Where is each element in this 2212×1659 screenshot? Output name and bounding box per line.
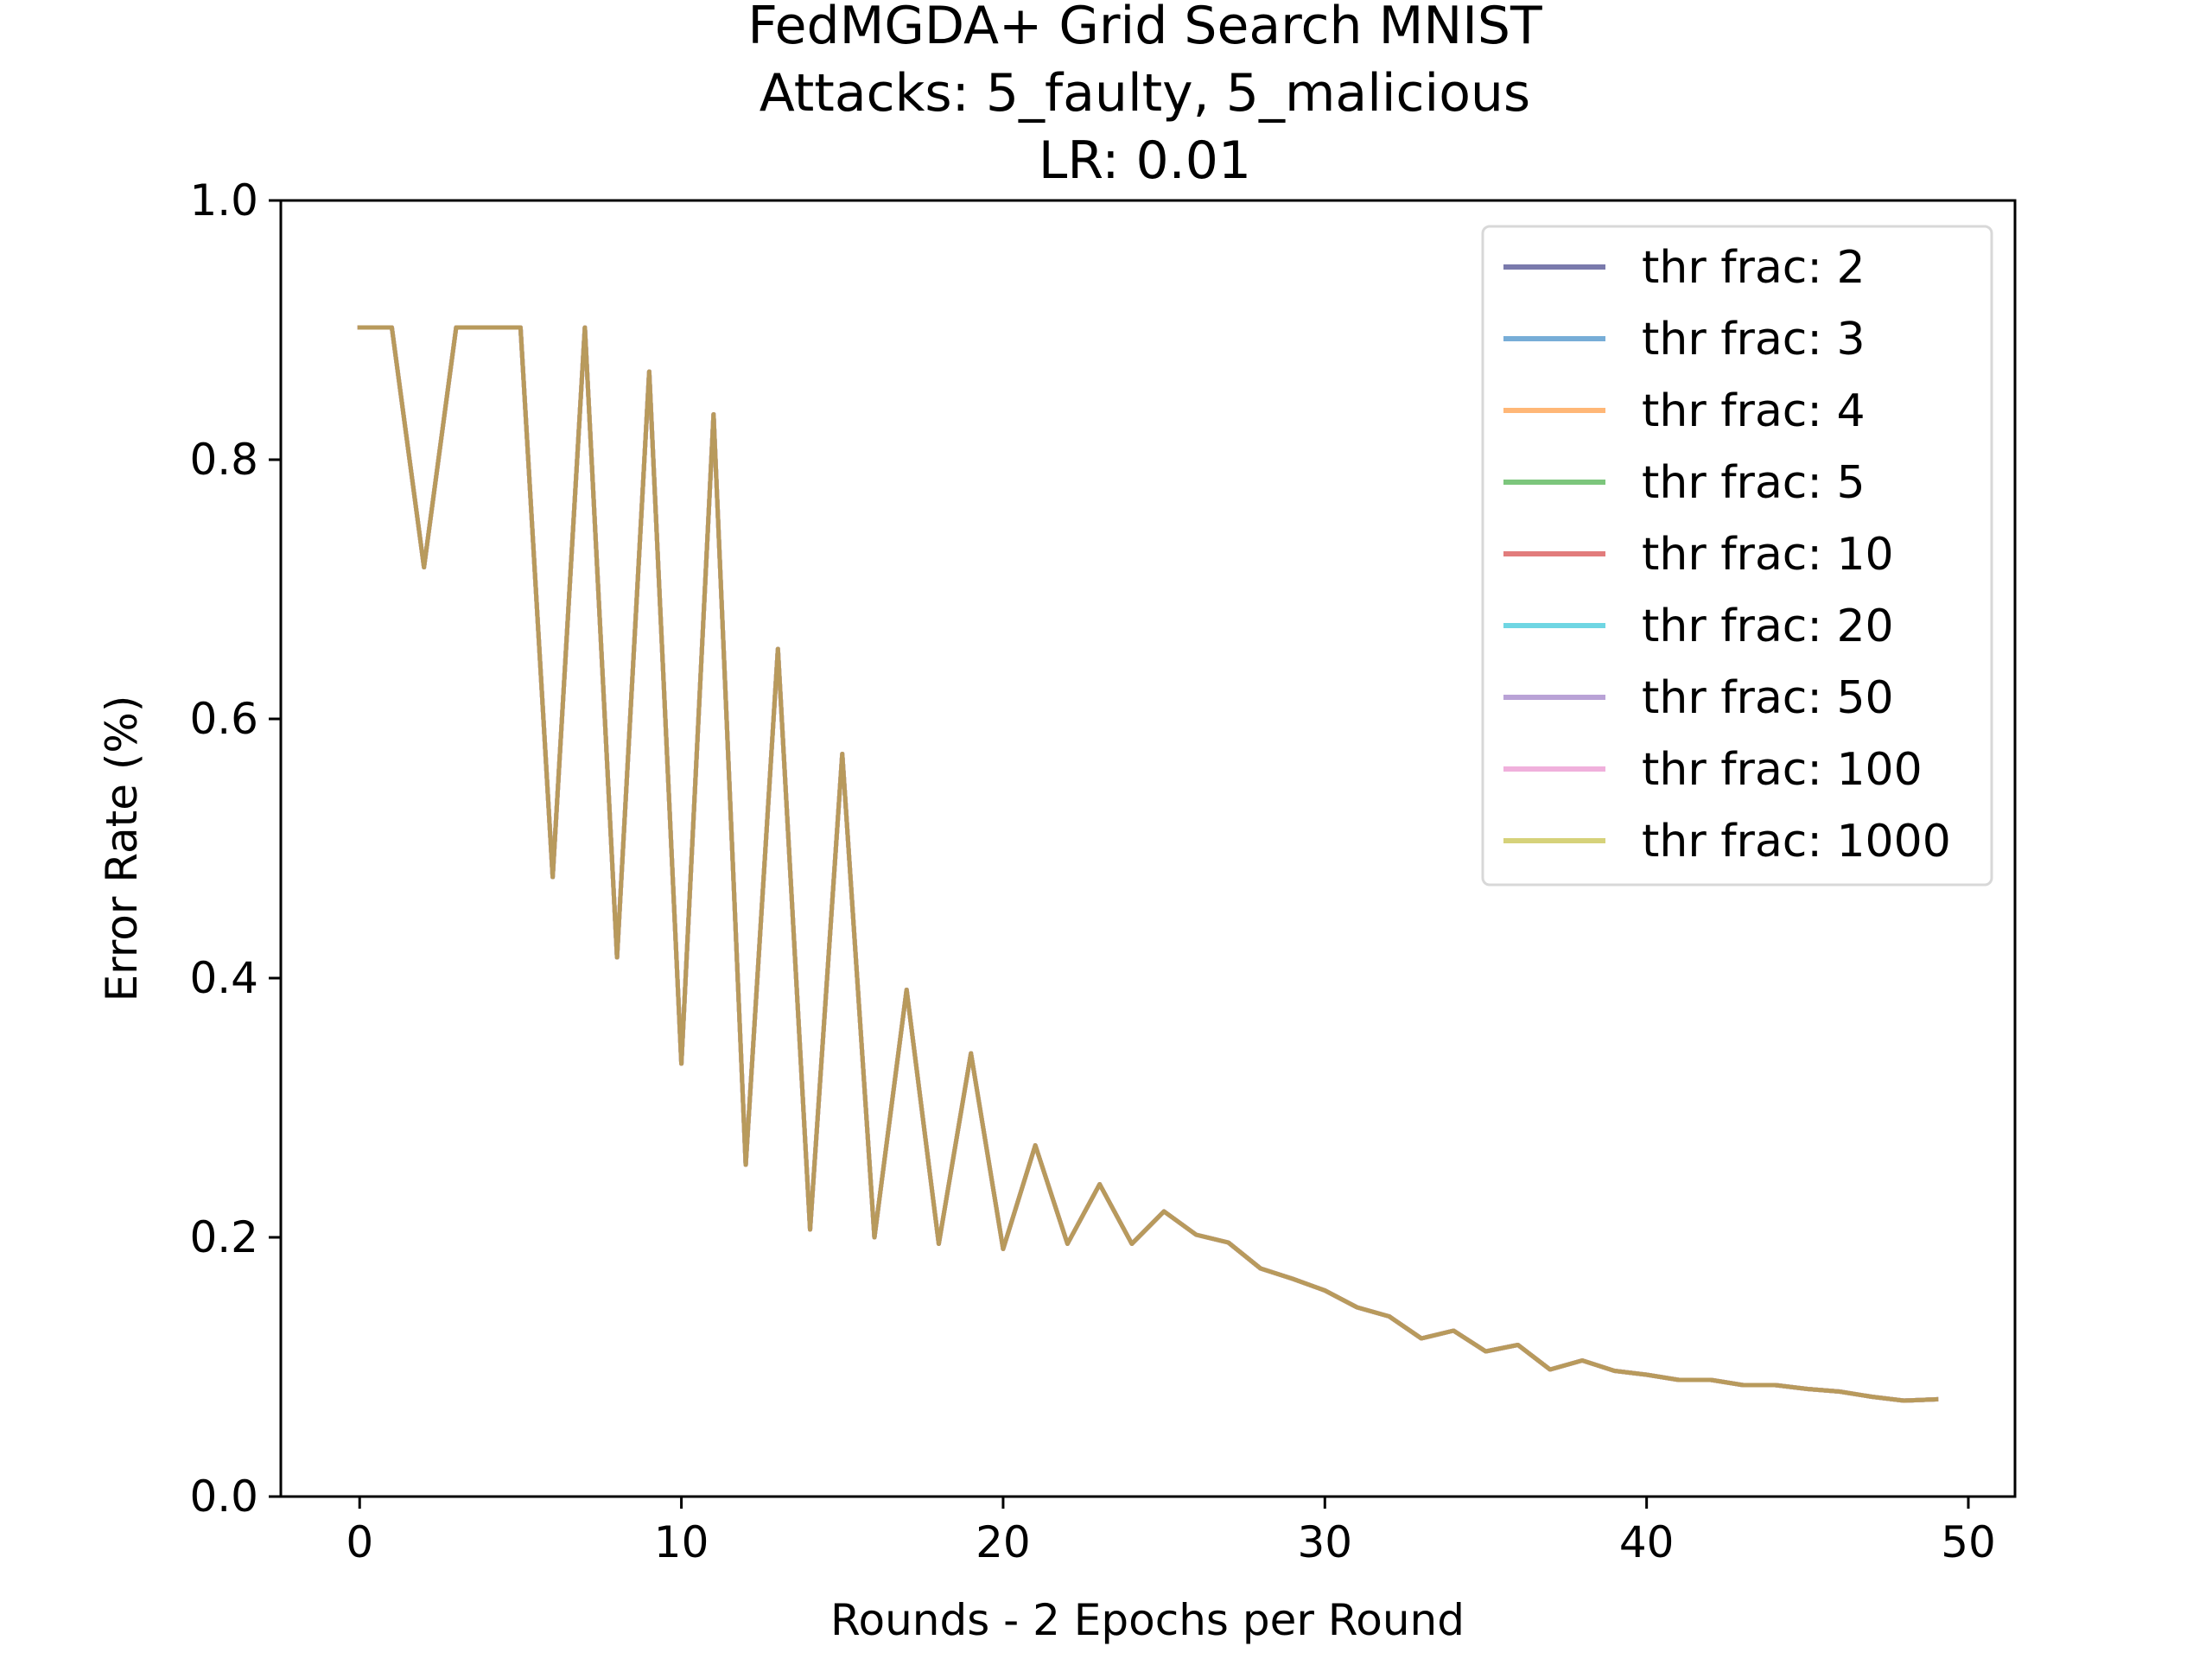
x-tick-label: 40 bbox=[1619, 1517, 1675, 1567]
legend-label: thr frac: 10 bbox=[1642, 529, 1894, 581]
x-axis-label: Rounds - 2 Epochs per Round bbox=[830, 1595, 1465, 1645]
legend-box bbox=[1481, 225, 1993, 887]
line-layer bbox=[357, 325, 1939, 1403]
x-tick-label: 30 bbox=[1297, 1517, 1352, 1567]
legend: thr frac: 2 thr frac: 3 thr frac: 4 thr fra… bbox=[1481, 225, 1993, 887]
series-line bbox=[357, 325, 1939, 1403]
chart-subtitle-lr: LR: 0.01 bbox=[1039, 130, 1251, 191]
plot-frame bbox=[279, 199, 2017, 1498]
x-tick-label: 20 bbox=[976, 1517, 1031, 1567]
y-tick-label: 0.2 bbox=[189, 1212, 258, 1262]
x-tick-label: 50 bbox=[1941, 1517, 1996, 1567]
x-tick-label: 0 bbox=[346, 1517, 373, 1567]
chart-subtitle-attacks: Attacks: 5_faulty, 5_malicious bbox=[760, 63, 1530, 124]
legend-label: thr frac: 1000 bbox=[1642, 816, 1951, 868]
x-tick-label: 10 bbox=[654, 1517, 709, 1567]
legend-label: thr frac: 50 bbox=[1642, 672, 1894, 724]
tick-layer: 0 10 20 30 40 50 0.0 0.2 0.4 0.6 0.8 1.0 bbox=[189, 175, 1995, 1567]
legend-label: thr frac: 4 bbox=[1642, 385, 1866, 437]
y-tick-label: 0.4 bbox=[189, 953, 258, 1003]
y-tick-label: 0.0 bbox=[189, 1471, 258, 1522]
legend-label: thr frac: 2 bbox=[1642, 242, 1866, 294]
legend-label: thr frac: 5 bbox=[1642, 457, 1866, 509]
legend-items: thr frac: 2 thr frac: 3 thr frac: 4 thr fra… bbox=[1503, 242, 1951, 868]
legend-label: thr frac: 20 bbox=[1642, 601, 1894, 652]
legend-label: thr frac: 100 bbox=[1642, 744, 1923, 796]
plot-area: 0 10 20 30 40 50 0.0 0.2 0.4 0.6 0.8 1.0 bbox=[189, 175, 2017, 1567]
legend-label: thr frac: 3 bbox=[1642, 314, 1866, 365]
y-tick-label: 0.8 bbox=[189, 435, 258, 485]
chart-title: FedMGDA+ Grid Search MNIST bbox=[747, 0, 1542, 56]
y-tick-label: 0.6 bbox=[189, 694, 258, 744]
y-axis-label: Error Rate (%) bbox=[97, 696, 147, 1002]
y-tick-label: 1.0 bbox=[189, 175, 258, 226]
